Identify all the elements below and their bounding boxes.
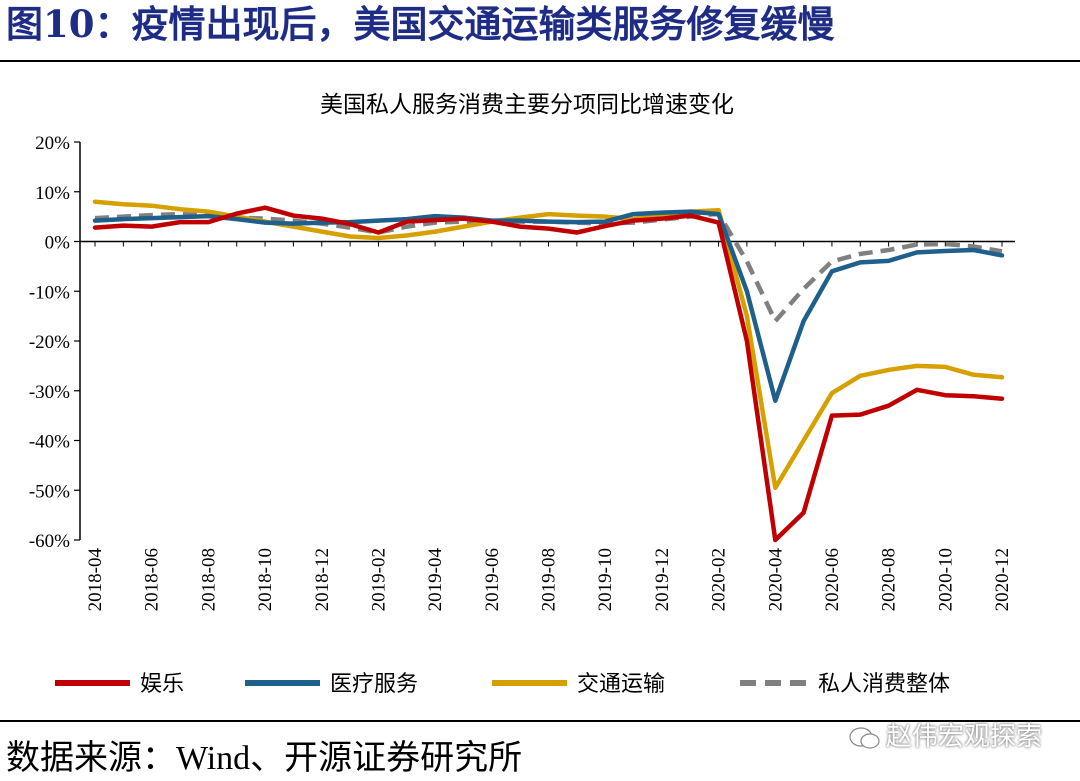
- y-tick-label: -40%: [29, 432, 70, 453]
- y-tick-label: 20%: [35, 133, 70, 154]
- figure-title: 图10：疫情出现后，美国交通运输类服务修复缓慢: [6, 0, 835, 52]
- y-tick-label: -20%: [29, 332, 70, 353]
- x-tick-label: 2018-04: [85, 548, 106, 612]
- watermark-text: 赵伟宏观探索: [886, 722, 1042, 752]
- y-tick-label: -60%: [29, 531, 70, 552]
- legend-label-0: 娱乐: [140, 672, 184, 697]
- series-layer: [95, 202, 1002, 540]
- watermark: 赵伟宏观探索: [848, 716, 1042, 753]
- y-tick-label: -10%: [29, 282, 70, 303]
- y-tick-label: -50%: [29, 481, 70, 502]
- x-tick-label: 2019-10: [595, 548, 616, 611]
- x-tick-label: 2019-04: [425, 548, 446, 612]
- x-tick-label: 2018-10: [255, 548, 276, 611]
- y-axis: 20% 10% 0% -10% -20% -30% -40% -50% -60%: [29, 133, 80, 552]
- legend-label-2: 交通运输: [577, 672, 665, 697]
- x-tick-label: 2019-12: [652, 548, 673, 611]
- x-tick-label: 2018-12: [312, 548, 333, 611]
- x-tick-label: 2020-04: [765, 548, 786, 612]
- x-axis: 2018-04 2018-06 2018-08 2018-10 2018-12 2019-…: [80, 242, 1015, 612]
- y-tick-label: 0%: [45, 233, 71, 254]
- x-tick-label: 2019-06: [482, 548, 503, 611]
- x-tick-label: 2020-12: [992, 548, 1013, 611]
- x-tick-label: 2020-08: [879, 548, 900, 611]
- x-tick-label: 2018-06: [142, 548, 163, 611]
- chart-title: 美国私人服务消费主要分项同比增速变化: [320, 92, 734, 118]
- line-chart: 美国私人服务消费主要分项同比增速变化 20% 10% 0% -10% -20% -30% -…: [0, 62, 1080, 720]
- x-tick-label: 2019-02: [368, 548, 389, 611]
- x-tick-label: 2018-08: [198, 548, 219, 611]
- x-tick-label: 2020-06: [822, 548, 843, 611]
- y-tick-label: 10%: [35, 183, 70, 204]
- legend-label-3: 私人消费整体: [818, 672, 950, 697]
- wechat-icon: [848, 726, 882, 750]
- x-tick-label: 2020-10: [935, 548, 956, 611]
- legend-label-1: 医疗服务: [330, 672, 418, 697]
- x-tick-label: 2020-02: [709, 548, 730, 611]
- source-note: 数据来源：Wind、开源证券研究所: [6, 730, 522, 779]
- y-tick-label: -30%: [29, 382, 70, 403]
- legend: 娱乐 医疗服务 交通运输 私人消费整体: [55, 672, 950, 697]
- x-tick-label: 2019-08: [539, 548, 560, 611]
